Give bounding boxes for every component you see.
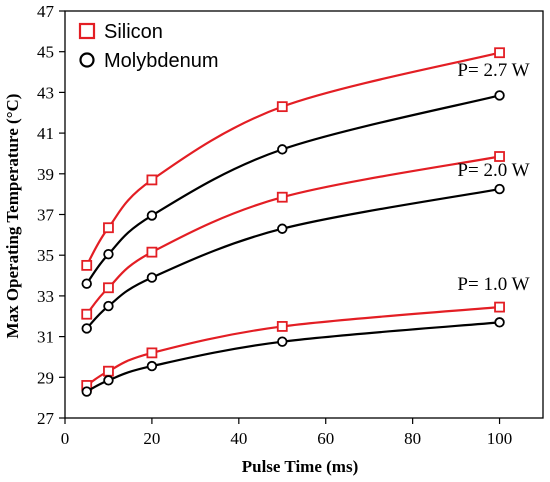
data-point-circle [146,272,158,283]
series-group [81,47,505,397]
data-point-circle [494,90,505,101]
data-point-circle [146,360,158,372]
data-point-square [276,191,288,203]
data-point-square [103,365,114,377]
data-point-square [494,47,505,59]
data-point-square [103,222,114,234]
x-axis-title: Pulse Time (ms) [242,457,358,476]
data-point-circle [277,336,288,347]
series-line [85,51,500,266]
y-tick-label: 29 [37,368,54,387]
series-line [85,187,500,330]
legend-square-marker [78,22,96,40]
y-tick-label: 39 [37,165,54,184]
x-tick-label: 60 [317,429,334,448]
y-tick-label: 37 [37,206,55,225]
data-point-square [146,174,158,186]
data-point-square [81,259,93,271]
y-axis-title: Max Operating Temperature (°C) [3,94,22,339]
data-point-circle [277,223,288,234]
y-tick-label: 33 [37,287,54,306]
x-tick-label: 0 [61,429,70,448]
legend-label: Silicon [104,21,163,43]
data-point-square [276,321,288,332]
y-tick-label: 35 [37,246,54,265]
annotations: P= 2.7 W P= 2.0 W P= 1.0 W [457,60,529,295]
y-tick-label: 41 [37,124,54,143]
series-line-group [81,301,505,391]
power-label: P= 1.0 W [457,274,529,295]
legend-circle-marker [79,52,95,68]
series-line-group [81,151,505,320]
x-tick-label: 20 [143,429,160,448]
power-label: P= 2.0 W [457,160,529,181]
data-point-circle [277,144,288,155]
y-tick-label: 45 [37,43,54,62]
data-point-square [146,347,158,359]
series-line-group [81,183,505,334]
y-tick-label: 47 [37,2,55,21]
data-point-circle [103,300,114,312]
series-line-group [81,90,505,289]
series-line-group [81,317,505,397]
data-point-circle [103,375,114,386]
legend: Silicon Molybdenum [78,21,219,72]
data-point-circle [146,210,158,221]
legend-label: Molybdenum [104,50,219,72]
data-point-square [103,282,114,294]
y-tick-label: 27 [37,409,55,428]
x-tick-label: 80 [404,429,421,448]
data-point-square [276,101,288,113]
data-point-square [146,246,158,258]
x-tick-label: 100 [487,429,513,448]
data-point-square [494,301,505,313]
data-point-circle [103,248,114,260]
series-line-group [81,47,505,271]
data-point-square [494,151,505,162]
power-label: P= 2.7 W [457,60,529,81]
axes: 0 20 40 60 80 100 27 29 31 33 35 37 39 41 43 45 47 [37,2,544,448]
data-point-circle [81,323,92,334]
data-point-circle [81,278,92,289]
y-tick-label: 43 [37,83,54,102]
data-point-circle [494,183,505,195]
y-tick-label: 31 [37,328,54,347]
data-point-circle [81,386,92,397]
data-point-circle [494,317,505,328]
x-tick-label: 40 [230,429,247,448]
series-line [86,305,500,387]
data-point-square [81,308,93,320]
